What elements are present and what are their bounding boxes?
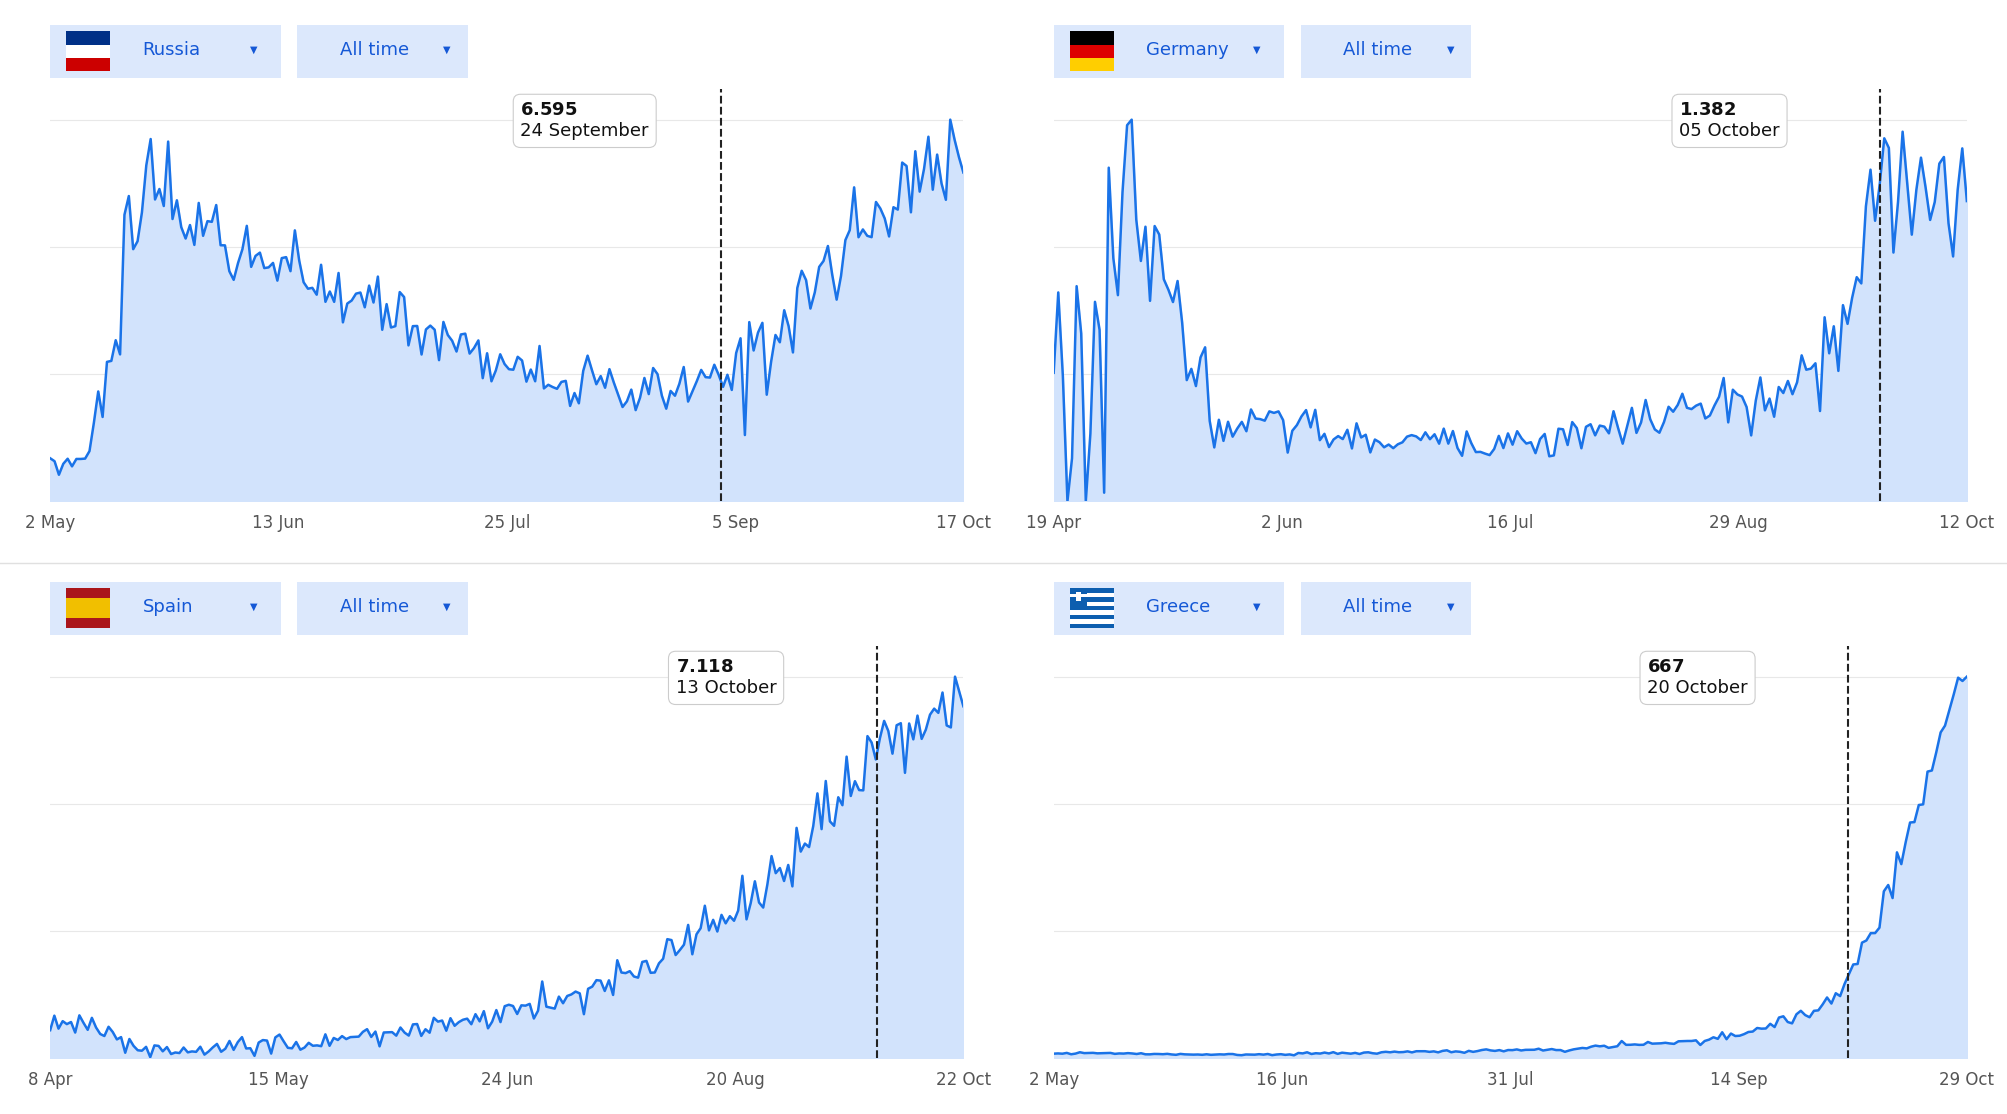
- Text: ▼: ▼: [1252, 46, 1260, 56]
- Bar: [1070, 45, 1114, 58]
- Text: $\bf{1.382}$
05 October: $\bf{1.382}$ 05 October: [1680, 101, 1780, 140]
- Text: $\bf{667}$
20 October: $\bf{667}$ 20 October: [1648, 658, 1748, 697]
- Text: $\bf{6.595}$
24 September: $\bf{6.595}$ 24 September: [520, 101, 648, 140]
- Text: $\bf{7.118}$
13 October: $\bf{7.118}$ 13 October: [676, 658, 777, 697]
- Text: All time: All time: [339, 41, 409, 59]
- Bar: [1070, 624, 1114, 628]
- Bar: [1070, 602, 1114, 606]
- Bar: [1070, 597, 1114, 602]
- Text: All time: All time: [1343, 41, 1413, 59]
- Bar: [1070, 593, 1114, 597]
- Bar: [1070, 588, 1088, 606]
- Bar: [1070, 606, 1114, 610]
- Text: ▼: ▼: [1252, 603, 1260, 613]
- Text: ▼: ▼: [1447, 603, 1455, 613]
- Bar: [66, 598, 110, 618]
- Text: ▼: ▼: [249, 603, 257, 613]
- Bar: [1070, 619, 1114, 624]
- Text: ▼: ▼: [249, 46, 257, 56]
- Bar: [1070, 31, 1114, 45]
- Bar: [66, 45, 110, 58]
- Text: ▼: ▼: [444, 603, 452, 613]
- Text: ▼: ▼: [444, 46, 452, 56]
- Bar: [1070, 588, 1114, 593]
- Bar: [1070, 615, 1114, 619]
- Text: Germany: Germany: [1146, 41, 1228, 59]
- Bar: [66, 58, 110, 71]
- Text: Greece: Greece: [1146, 598, 1210, 616]
- Text: ▼: ▼: [1447, 46, 1455, 56]
- Text: All time: All time: [339, 598, 409, 616]
- Text: Spain: Spain: [142, 598, 193, 616]
- Bar: [1070, 58, 1114, 71]
- Bar: [66, 31, 110, 45]
- Bar: [1070, 594, 1088, 597]
- Text: Russia: Russia: [142, 41, 201, 59]
- Text: All time: All time: [1343, 598, 1413, 616]
- Bar: [1076, 592, 1082, 600]
- Bar: [1070, 610, 1114, 615]
